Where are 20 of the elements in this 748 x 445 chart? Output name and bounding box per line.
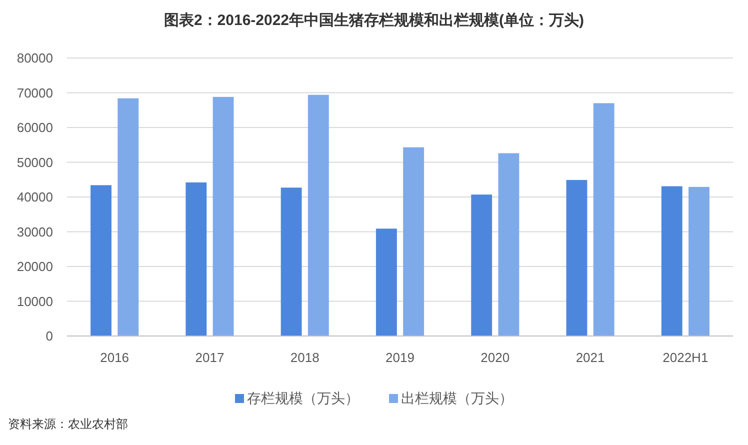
text: 资料来源：农业农村部 <box>8 417 128 431</box>
y-tick-label: 50000 <box>16 154 53 170</box>
x-tick-label: 2020 <box>480 350 510 365</box>
y-tick-label: 80000 <box>16 50 53 66</box>
legend-label: 存栏规模（万头） <box>247 390 359 406</box>
y-tick-label: 30000 <box>16 224 53 240</box>
legend-label: 出栏规模（万头） <box>401 390 513 406</box>
y-tick-label: 70000 <box>16 85 53 100</box>
x-tick-label: 2017 <box>195 350 224 365</box>
y-tick-label: 0 <box>46 328 53 344</box>
title: 图表2：2016-2022年中国生猪存栏规模和出栏规模(单位：万头) <box>164 12 584 29</box>
y-tick-label: 10000 <box>16 294 53 309</box>
x-tick-label: 2019 <box>386 350 414 365</box>
y-tick-label: 20000 <box>16 259 53 274</box>
x-tick-label: 2022H1 <box>662 350 708 365</box>
y-tick-label: 60000 <box>16 120 53 135</box>
x-tick-label: 2018 <box>290 350 320 365</box>
y-tick-label: 40000 <box>16 190 53 204</box>
x-tick-label: 2016 <box>100 350 130 365</box>
x-tick-label: 2021 <box>576 350 605 365</box>
